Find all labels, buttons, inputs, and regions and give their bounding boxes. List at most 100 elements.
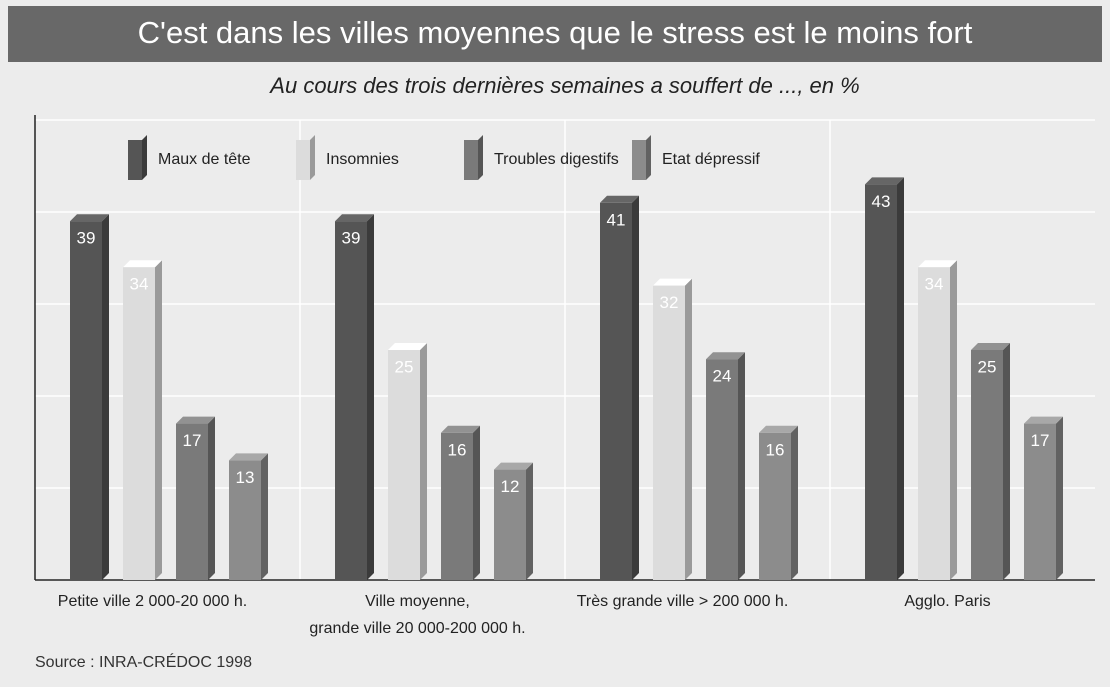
bar xyxy=(653,278,692,580)
bar-top xyxy=(176,416,215,424)
bar xyxy=(335,214,374,580)
bar-face xyxy=(918,267,950,580)
bar-face xyxy=(600,202,632,581)
bar xyxy=(494,462,533,580)
bar xyxy=(971,343,1010,580)
bar-side xyxy=(632,195,639,581)
data-label: 32 xyxy=(660,293,679,312)
data-label: 25 xyxy=(395,357,414,376)
bar-side xyxy=(208,416,215,580)
bar-top xyxy=(971,343,1010,350)
data-label: 24 xyxy=(713,367,732,386)
chart-subtitle: Au cours des trois dernières semaines a … xyxy=(268,73,859,98)
bar-top xyxy=(1024,416,1063,424)
chart-title: C'est dans les villes moyennes que le st… xyxy=(138,15,973,50)
bar-top xyxy=(600,195,639,203)
legend-swatch xyxy=(296,140,310,180)
x-tick-label: Très grande ville > 200 000 h. xyxy=(577,593,789,610)
bar-face xyxy=(971,350,1003,580)
bar-face xyxy=(70,221,102,580)
legend-swatch xyxy=(464,140,478,180)
bar-face xyxy=(706,359,738,580)
bar-top xyxy=(123,260,162,268)
data-label: 39 xyxy=(342,229,361,248)
data-label: 13 xyxy=(236,468,255,487)
bar-side xyxy=(685,278,692,580)
bar-top xyxy=(229,453,268,461)
bar-side xyxy=(738,352,745,580)
bar-side xyxy=(420,343,427,580)
bar-side xyxy=(950,260,957,580)
legend-label: Insomnies xyxy=(326,151,399,168)
legend-swatch xyxy=(632,140,646,180)
bar-top xyxy=(335,214,374,222)
bar-face xyxy=(176,423,208,580)
bar xyxy=(176,416,215,580)
bar-side xyxy=(155,260,162,580)
bar xyxy=(1024,416,1063,580)
bar xyxy=(759,425,798,580)
bar-side xyxy=(367,214,374,580)
bar-side xyxy=(897,177,904,580)
data-label: 17 xyxy=(1031,431,1050,450)
bar-side xyxy=(261,453,268,580)
legend-swatch-side xyxy=(142,135,147,180)
bar-top xyxy=(653,278,692,286)
bar-side xyxy=(102,214,109,580)
bar-face xyxy=(865,184,897,580)
bar-side xyxy=(1003,343,1010,580)
legend-label: Troubles digestifs xyxy=(494,151,619,168)
bar-face xyxy=(759,432,791,580)
bar xyxy=(229,453,268,580)
data-label: 17 xyxy=(183,431,202,450)
bar xyxy=(388,343,427,580)
legend-swatch-side xyxy=(478,135,483,180)
bar xyxy=(706,352,745,580)
bar-face xyxy=(388,350,420,580)
bar-side xyxy=(526,462,533,580)
bar xyxy=(441,425,480,580)
data-label: 41 xyxy=(607,210,626,229)
legend-label: Etat dépressif xyxy=(662,151,760,168)
x-tick-label: Agglo. Paris xyxy=(904,593,990,610)
bar-top xyxy=(494,462,533,470)
x-tick-label: Ville moyenne, grande ville 20 000-200 00… xyxy=(309,593,525,637)
bar xyxy=(600,195,639,581)
data-label: 16 xyxy=(766,440,785,459)
bar xyxy=(123,260,162,580)
bar-top xyxy=(706,352,745,360)
data-label: 34 xyxy=(130,275,149,294)
bar-top xyxy=(759,425,798,433)
data-label: 12 xyxy=(501,477,520,496)
bar-side xyxy=(473,425,480,580)
bar-face xyxy=(229,460,261,580)
bar-face xyxy=(494,469,526,580)
data-label: 43 xyxy=(872,192,891,211)
bar-top xyxy=(441,425,480,433)
bar-side xyxy=(1056,416,1063,580)
x-tick-label: Petite ville 2 000-20 000 h. xyxy=(58,593,247,610)
title-bar xyxy=(8,6,1102,62)
bar-side xyxy=(791,425,798,580)
data-label: 16 xyxy=(448,440,467,459)
bar-top xyxy=(865,177,904,185)
legend-swatch-side xyxy=(310,135,315,180)
bar-top xyxy=(918,260,957,268)
data-label: 34 xyxy=(925,275,944,294)
bar xyxy=(70,214,109,580)
bar-top xyxy=(70,214,109,222)
bar-top xyxy=(388,343,427,350)
bar-face xyxy=(1024,423,1056,580)
legend-swatch xyxy=(128,140,142,180)
legend-label: Maux de tête xyxy=(158,151,251,168)
bar-face xyxy=(123,267,155,580)
legend-swatch-side xyxy=(646,135,651,180)
bar-face xyxy=(335,221,367,580)
source: Source : INRA-CRÉDOC 1998 xyxy=(35,652,252,671)
bar-face xyxy=(653,285,685,580)
bar xyxy=(865,177,904,580)
data-label: 25 xyxy=(978,357,997,376)
data-label: 39 xyxy=(77,229,96,248)
bar xyxy=(918,260,957,580)
